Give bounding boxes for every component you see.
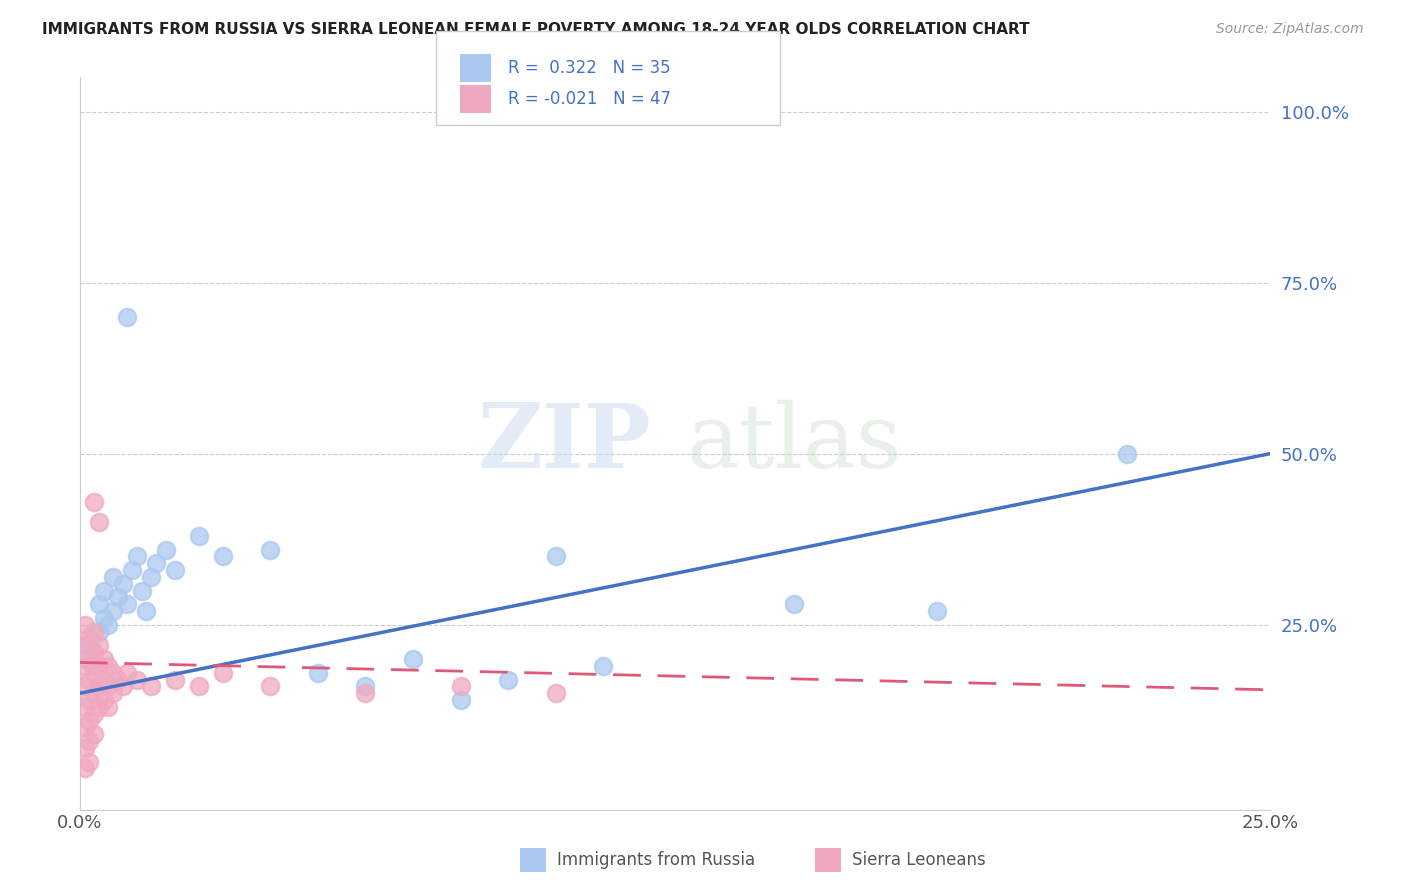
Point <box>73 679 96 693</box>
Text: IMMIGRANTS FROM RUSSIA VS SIERRA LEONEAN FEMALE POVERTY AMONG 18-24 YEAR OLDS CO: IMMIGRANTS FROM RUSSIA VS SIERRA LEONEAN… <box>42 22 1029 37</box>
Point <box>87 679 110 693</box>
Point <box>83 624 105 639</box>
Point <box>117 310 139 324</box>
Point <box>97 699 120 714</box>
Point <box>450 679 472 693</box>
Point <box>73 652 96 666</box>
Text: R =  0.322   N = 35: R = 0.322 N = 35 <box>508 59 671 77</box>
Point <box>117 665 139 680</box>
Point <box>496 673 519 687</box>
Point <box>544 549 567 564</box>
Point <box>592 658 614 673</box>
Point <box>131 583 153 598</box>
Point <box>117 597 139 611</box>
Point <box>93 583 115 598</box>
Point <box>83 494 105 508</box>
Point <box>73 658 96 673</box>
Point <box>83 686 105 700</box>
Point <box>93 611 115 625</box>
Point <box>107 673 129 687</box>
Point <box>87 597 110 611</box>
Point <box>259 542 281 557</box>
Point <box>925 604 948 618</box>
Point <box>79 638 101 652</box>
Text: Sierra Leoneans: Sierra Leoneans <box>852 851 986 870</box>
Point <box>103 570 125 584</box>
Point <box>402 652 425 666</box>
Point <box>87 658 110 673</box>
Point <box>307 665 329 680</box>
Point <box>73 699 96 714</box>
Point <box>73 617 96 632</box>
Text: R = -0.021   N = 47: R = -0.021 N = 47 <box>508 90 671 108</box>
Point <box>79 693 101 707</box>
Point <box>354 686 377 700</box>
Text: ZIP: ZIP <box>478 400 651 487</box>
Point <box>354 679 377 693</box>
Point <box>544 686 567 700</box>
Point <box>103 604 125 618</box>
Point <box>783 597 806 611</box>
Point <box>73 741 96 756</box>
Point <box>93 652 115 666</box>
Point <box>79 734 101 748</box>
Point <box>165 673 187 687</box>
Point <box>103 686 125 700</box>
Point <box>145 556 167 570</box>
Point <box>79 714 101 728</box>
Point <box>165 563 187 577</box>
Point <box>111 576 134 591</box>
Point <box>107 591 129 605</box>
Point <box>83 645 105 659</box>
Point <box>93 673 115 687</box>
Point <box>79 652 101 666</box>
Point <box>125 673 148 687</box>
Point <box>111 679 134 693</box>
Point <box>87 699 110 714</box>
Text: atlas: atlas <box>686 400 901 487</box>
Point <box>87 624 110 639</box>
Point <box>83 658 105 673</box>
Point <box>121 563 143 577</box>
Point <box>187 529 209 543</box>
Point <box>73 721 96 735</box>
Point <box>87 515 110 529</box>
Point <box>259 679 281 693</box>
Point <box>125 549 148 564</box>
Point <box>211 665 233 680</box>
Point <box>97 679 120 693</box>
Point <box>73 762 96 776</box>
Point <box>83 727 105 741</box>
Point <box>187 679 209 693</box>
Point <box>155 542 177 557</box>
Point <box>103 665 125 680</box>
Point <box>93 693 115 707</box>
Point <box>73 638 96 652</box>
Point <box>211 549 233 564</box>
Point <box>1116 447 1139 461</box>
Point <box>79 632 101 646</box>
Point <box>83 706 105 721</box>
Point <box>79 755 101 769</box>
Point <box>97 658 120 673</box>
Text: Source: ZipAtlas.com: Source: ZipAtlas.com <box>1216 22 1364 37</box>
Point <box>79 673 101 687</box>
Text: Immigrants from Russia: Immigrants from Russia <box>557 851 755 870</box>
Point <box>97 617 120 632</box>
Point <box>141 570 163 584</box>
Point <box>141 679 163 693</box>
Point <box>87 638 110 652</box>
Point <box>83 665 105 680</box>
Point <box>135 604 157 618</box>
Point <box>450 693 472 707</box>
